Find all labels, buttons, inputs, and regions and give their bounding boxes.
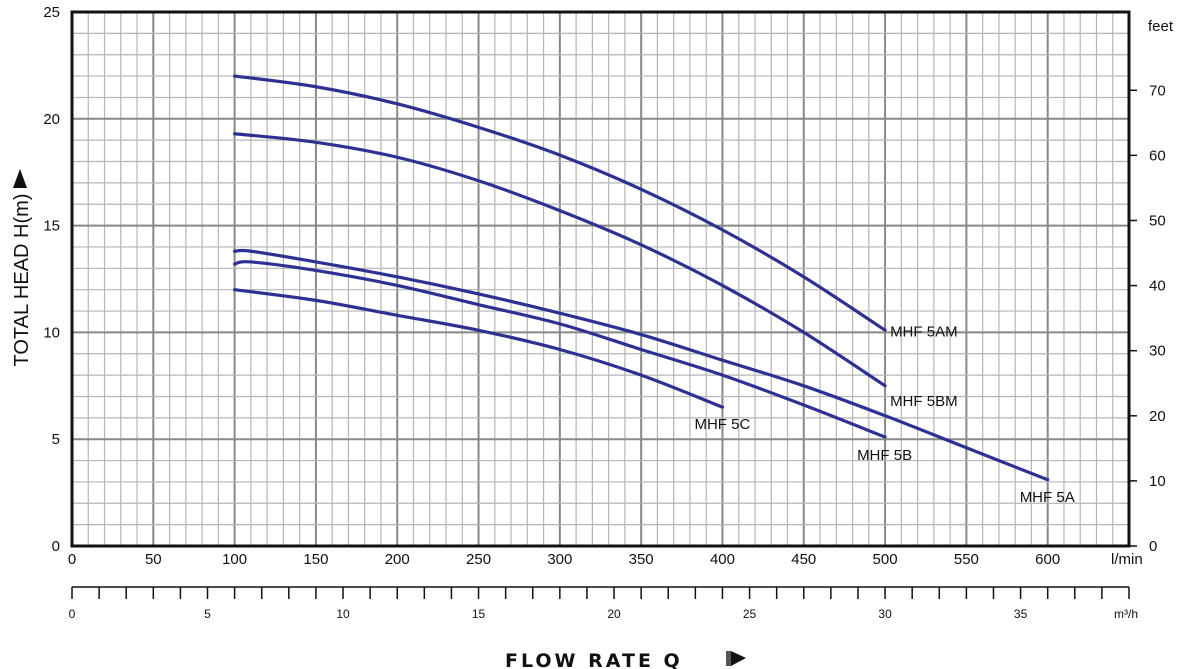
x-tick-label: 400 xyxy=(710,551,735,568)
grid xyxy=(71,11,1130,547)
x-tick-label: 550 xyxy=(954,551,979,568)
secondary-x-tick-label: 30 xyxy=(878,607,892,621)
plot-border xyxy=(70,10,1131,548)
x-tick-label: 600 xyxy=(1035,551,1060,568)
x-tick-label: 50 xyxy=(145,551,162,568)
y-axis-arrow-icon xyxy=(13,169,27,188)
secondary-x-tick-label: 15 xyxy=(472,607,486,621)
series-label: MHF 5A xyxy=(1020,489,1075,506)
y-tick-label: 5 xyxy=(52,431,60,448)
x-axis-unit: l/min xyxy=(1111,551,1143,568)
secondary-y-tick-label: 40 xyxy=(1149,278,1166,295)
y-tick-label: 0 xyxy=(52,538,60,555)
x-tick-label: 300 xyxy=(547,551,572,568)
secondary-x-tick-label: 0 xyxy=(69,607,76,621)
secondary-x-unit: m³/h xyxy=(1114,607,1138,621)
series-line-mhf-5b xyxy=(233,260,887,439)
secondary-x-tick-label: 10 xyxy=(336,607,350,621)
secondary-y-tick-label: 50 xyxy=(1149,212,1166,229)
series-line-mhf-5am xyxy=(233,74,887,332)
secondary-y-unit: feet xyxy=(1148,18,1174,35)
series-line-mhf-5c xyxy=(233,288,725,409)
y-tick-label: 10 xyxy=(43,324,60,341)
axis-ticks xyxy=(71,89,1137,599)
plot-frame xyxy=(70,10,1131,548)
secondary-x-tick-label: 5 xyxy=(204,607,211,621)
y-tick-label: 15 xyxy=(43,218,60,235)
secondary-x-tick-label: 20 xyxy=(607,607,621,621)
secondary-y-tick-label: 70 xyxy=(1149,82,1166,99)
series-label: MHF 5AM xyxy=(890,323,958,340)
x-tick-label: 200 xyxy=(385,551,410,568)
y-tick-label: 20 xyxy=(43,111,60,128)
secondary-y-tick-label: 20 xyxy=(1149,408,1166,425)
secondary-x-tick-label: 35 xyxy=(1014,607,1028,621)
secondary-y-tick-label: 30 xyxy=(1149,343,1166,360)
secondary-y-tick-label: 0 xyxy=(1149,538,1157,555)
x-tick-label: 450 xyxy=(791,551,816,568)
performance-curves: MHF 5AM MHF 5BM MHF 5A MHF 5B MHF 5C xyxy=(233,74,1075,506)
x-axis-arrow-icon xyxy=(726,651,746,666)
series-label: MHF 5B xyxy=(857,447,912,464)
secondary-x-tick-label: 25 xyxy=(743,607,757,621)
x-tick-label: 250 xyxy=(466,551,491,568)
x-tick-label: 0 xyxy=(68,551,76,568)
series-label: MHF 5C xyxy=(694,416,750,433)
x-tick-label: 100 xyxy=(222,551,247,568)
x-tick-label: 350 xyxy=(629,551,654,568)
series-line-mhf-5a xyxy=(233,248,1050,482)
secondary-y-tick-label: 10 xyxy=(1149,473,1166,490)
series-label: MHF 5BM xyxy=(890,393,958,410)
series-line-mhf-5bm xyxy=(233,132,887,388)
secondary-y-tick-label: 60 xyxy=(1149,147,1166,164)
x-axis-title: FLOW RATE Q xyxy=(505,650,683,669)
y-tick-label: 25 xyxy=(43,4,60,21)
y-axis-title: TOTAL HEAD H(m) xyxy=(11,194,33,367)
x-tick-label: 150 xyxy=(303,551,328,568)
x-tick-label: 500 xyxy=(873,551,898,568)
